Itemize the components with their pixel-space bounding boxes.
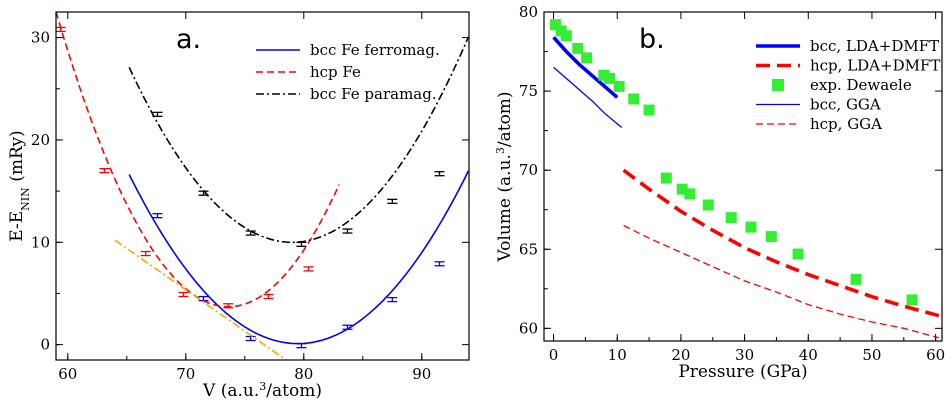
data-point bbox=[178, 292, 188, 296]
legend-label: hcp, GGA bbox=[810, 115, 882, 133]
x-axis-label: Pressure (GPa) bbox=[678, 362, 807, 382]
data-point bbox=[342, 229, 352, 233]
legend-item: bcc Fe ferromag. bbox=[256, 41, 440, 59]
y-axis-label: Volume (a.u.3/atom) bbox=[494, 91, 516, 262]
y-tick-label: 10 bbox=[31, 233, 50, 251]
data-point bbox=[56, 27, 66, 31]
x-tick-label: 90 bbox=[412, 365, 431, 383]
panel-label: a. bbox=[176, 24, 201, 55]
data-point bbox=[435, 262, 445, 266]
data-point bbox=[304, 267, 314, 271]
legend-label: bcc Fe ferromag. bbox=[310, 41, 440, 59]
data-point bbox=[684, 188, 695, 199]
data-point bbox=[726, 212, 737, 223]
series-line-hcp-gga bbox=[624, 226, 939, 338]
y-tick-label: 65 bbox=[519, 240, 538, 258]
legend-item: hcp Fe bbox=[256, 63, 361, 81]
data-point bbox=[572, 43, 583, 54]
data-point bbox=[223, 304, 233, 308]
x-axis-label: V (a.u.3/atom) bbox=[202, 380, 322, 400]
data-point bbox=[435, 172, 445, 176]
y-tick-label: 30 bbox=[31, 29, 50, 47]
panel-label: b. bbox=[639, 24, 665, 55]
data-point bbox=[263, 295, 273, 299]
legend-label: exp. Dewaele bbox=[810, 76, 912, 94]
legend-label: bcc, GGA bbox=[810, 96, 881, 114]
data-point bbox=[296, 242, 306, 246]
data-point bbox=[766, 231, 777, 242]
x-tick-label: 60 bbox=[926, 346, 945, 364]
data-point bbox=[246, 337, 256, 341]
data-point bbox=[907, 294, 918, 305]
plot-frame bbox=[56, 12, 469, 360]
legend-item: bcc, GGA bbox=[756, 96, 881, 114]
data-point bbox=[614, 81, 625, 92]
x-tick-label: 10 bbox=[608, 346, 627, 364]
y-tick-label: 75 bbox=[519, 82, 538, 100]
legend-item: exp. Dewaele bbox=[772, 76, 912, 94]
data-point bbox=[561, 30, 572, 41]
data-point bbox=[661, 173, 672, 184]
y-tick-label: 60 bbox=[519, 319, 538, 337]
data-point bbox=[387, 199, 397, 203]
data-point bbox=[99, 169, 109, 173]
data-point bbox=[296, 344, 306, 348]
legend-item: bcc Fe paramag. bbox=[256, 85, 437, 103]
data-point bbox=[793, 249, 804, 260]
data-point bbox=[152, 112, 162, 116]
data-point bbox=[703, 199, 714, 210]
x-tick-label: 70 bbox=[176, 365, 195, 383]
data-point bbox=[745, 222, 756, 233]
y-tick-label: 70 bbox=[519, 161, 538, 179]
data-point bbox=[644, 105, 655, 116]
y-tick-label: 80 bbox=[519, 3, 538, 21]
y-axis-label: E-ENIN (mRy) bbox=[7, 130, 32, 241]
legend-item: hcp, LDA+DMFT bbox=[756, 57, 940, 75]
x-tick-label: 0 bbox=[549, 346, 559, 364]
data-point bbox=[387, 298, 397, 302]
series-line-bcc-fe-paramag- bbox=[129, 37, 468, 242]
data-point bbox=[851, 274, 862, 285]
legend-label: bcc, LDA+DMFT bbox=[810, 37, 939, 55]
series-line-bcc-lda-dmft bbox=[554, 37, 618, 97]
data-point bbox=[141, 252, 151, 256]
legend-label: hcp Fe bbox=[310, 63, 361, 81]
legend-item: hcp, GGA bbox=[756, 115, 882, 133]
legend: bcc Fe ferromag. hcp Fe bcc Fe paramag. bbox=[256, 41, 440, 103]
x-tick-label: 50 bbox=[862, 346, 881, 364]
legend-marker bbox=[772, 79, 784, 91]
legend-label: bcc Fe paramag. bbox=[310, 85, 437, 103]
series-line-hcp-fe bbox=[56, 12, 339, 307]
data-point bbox=[628, 93, 639, 104]
x-tick-label: 60 bbox=[58, 365, 77, 383]
plot-area bbox=[56, 12, 469, 360]
y-tick-label: 20 bbox=[31, 131, 50, 149]
y-tick-label: 0 bbox=[40, 336, 50, 354]
legend-label: hcp, LDA+DMFT bbox=[810, 57, 940, 75]
legend-item: bcc, LDA+DMFT bbox=[756, 37, 939, 55]
data-point bbox=[581, 52, 592, 63]
data-point bbox=[199, 191, 209, 195]
data-point bbox=[152, 214, 162, 218]
data-point bbox=[604, 73, 615, 84]
